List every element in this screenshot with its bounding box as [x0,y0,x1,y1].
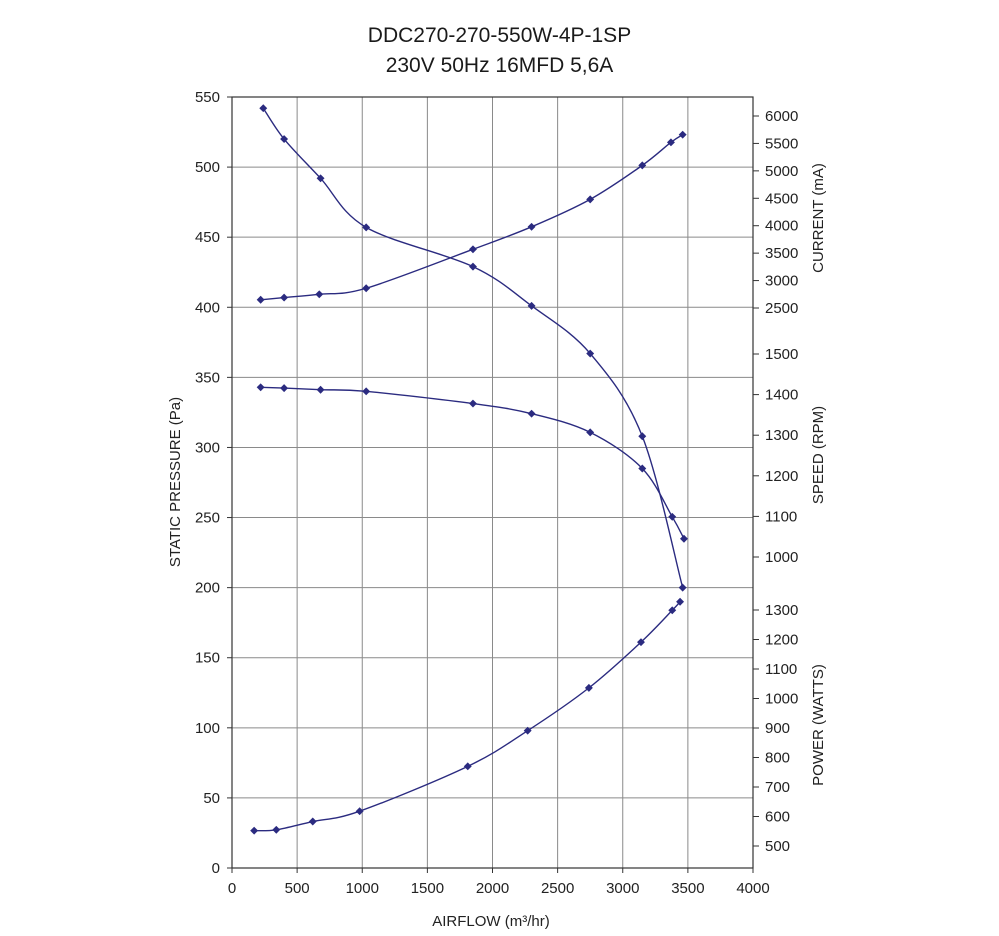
current-tick-label: 4000 [765,218,798,235]
y-tick-label: 550 [195,89,220,106]
data-point-current [638,161,647,170]
series-line-speed [260,386,685,540]
speed-tick-label: 1000 [765,549,798,566]
power-tick-label: 700 [765,779,790,796]
power-tick-label: 800 [765,750,790,767]
power-tick-label: 900 [765,720,790,737]
y-tick-label: 400 [195,299,220,316]
data-point-speed [668,512,677,521]
data-point-left [316,174,325,183]
data-point-current [469,245,477,254]
data-point-power [308,817,317,826]
data-point-left [362,223,371,232]
data-point-left [638,432,647,441]
speed-tick-label: 1500 [765,346,798,363]
y-tick-label: 50 [203,790,220,807]
y-axis-label: STATIC PRESSURE (Pa) [167,397,184,567]
y-tick-label: 0 [212,860,220,877]
chart-subtitle: 230V 50Hz 16MFD 5,6A [385,54,614,77]
data-point-power [637,638,645,647]
speed-tick-label: 1400 [765,387,798,404]
data-point-current [586,195,595,204]
data-point-power [355,807,364,816]
y-tick-label: 250 [195,510,220,527]
data-point-speed [362,387,371,396]
x-tick-label: 1500 [411,880,444,897]
data-point-speed [280,384,289,393]
x-tick-label: 3500 [671,880,704,897]
data-point-power [463,762,472,771]
speed-axis-label: SPEED (RPM) [810,406,827,504]
right-axis-ticks: 2500 3000 3500 4000 4500 5000 5500 6000 1000 1100… [753,108,798,855]
speed-tick-label: 1300 [765,427,798,444]
current-tick-label: 3000 [765,273,798,290]
x-tick-label: 3000 [606,880,639,897]
x-axis-label: AIRFLOW (m³/hr) [432,913,550,930]
data-point-power [523,726,532,735]
x-tick-label: 0 [228,880,236,897]
data-point-left [259,104,268,113]
current-tick-label: 6000 [765,108,798,125]
speed-tick-label: 1200 [765,468,798,485]
current-tick-label: 5000 [765,163,798,180]
current-tick-label: 3500 [765,245,798,262]
data-point-speed [469,399,477,408]
data-point-speed [586,428,595,437]
speed-tick-label: 1100 [765,508,797,525]
current-tick-label: 4500 [765,190,798,207]
current-tick-label: 5500 [765,135,798,152]
chart-title: DDC270-270-550W-4P-1SP [367,24,632,47]
y-tick-label: 300 [195,439,220,456]
y-axis-ticks: 0 50 100 150 200 250 300 350 400 450 500 550 [195,89,232,877]
x-tick-label: 2500 [541,880,574,897]
data-point-speed [256,383,265,392]
data-point-current [666,138,675,147]
data-point-speed [638,464,647,473]
y-tick-label: 350 [195,369,220,386]
data-point-power [272,825,281,834]
x-axis-ticks: 0 500 1000 1500 2000 2500 3000 3500 4000 [228,868,770,897]
y-tick-label: 100 [195,720,220,737]
data-point-current [678,130,687,139]
data-point-current [527,222,536,231]
power-tick-label: 600 [765,809,790,826]
series-group [250,104,688,835]
data-point-current [362,284,371,293]
power-tick-label: 1000 [765,691,798,708]
data-point-current [315,290,324,299]
data-point-left [678,583,687,592]
current-tick-label: 2500 [765,300,798,317]
data-point-power [250,826,259,835]
series-line-current [260,134,684,301]
y-tick-label: 450 [195,229,220,246]
data-point-speed [527,409,536,418]
current-axis-label: CURRENT (mA) [810,163,827,273]
x-tick-label: 500 [285,880,310,897]
y-tick-label: 200 [195,580,220,597]
y-tick-label: 500 [195,159,220,176]
data-point-left [280,135,289,144]
x-tick-label: 1000 [346,880,379,897]
y-tick-label: 150 [195,650,220,667]
data-point-current [256,295,265,304]
power-tick-label: 1100 [765,661,797,678]
data-point-speed [680,534,688,543]
data-point-current [280,293,289,302]
power-tick-label: 1200 [765,632,798,649]
power-tick-label: 1300 [765,602,798,619]
data-point-speed [316,385,325,394]
power-tick-label: 500 [765,838,790,855]
power-axis-label: POWER (WATTS) [810,664,827,786]
x-tick-label: 2000 [476,880,509,897]
x-tick-label: 4000 [736,880,769,897]
data-point-left [469,262,477,271]
series-line-power [254,601,681,832]
